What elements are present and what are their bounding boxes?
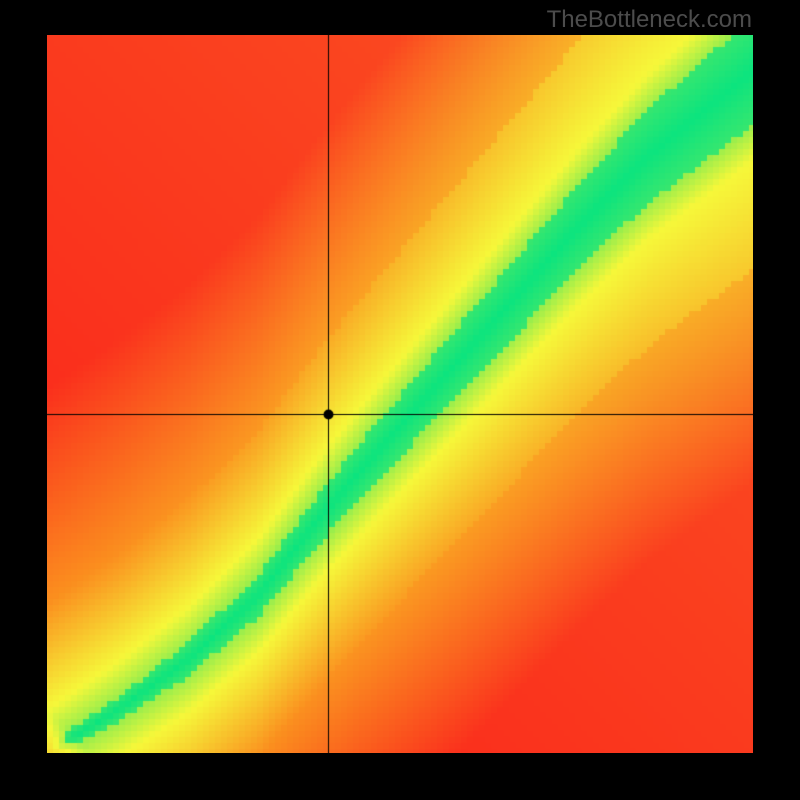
attribution-text: TheBottleneck.com [547,6,752,34]
bottleneck-heatmap [47,35,753,753]
chart-container: { "figure": { "type": "heatmap", "outer_… [0,0,800,800]
